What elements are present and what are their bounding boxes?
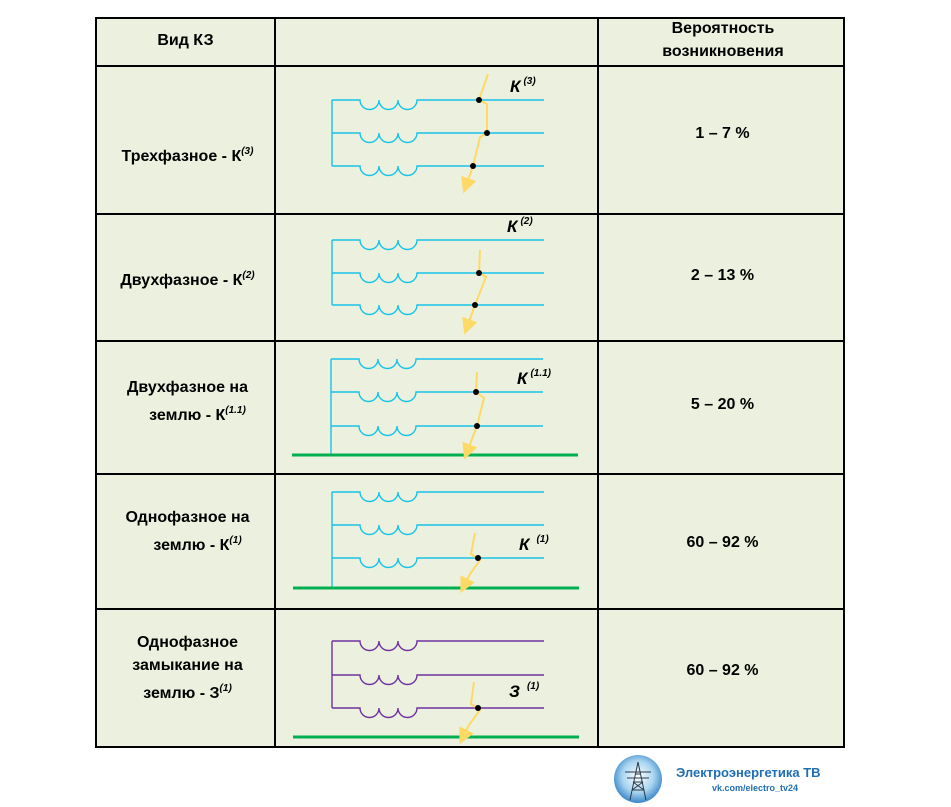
row-type-label: Двухфазное - К(2): [97, 264, 278, 292]
fault-label: К (1.1): [517, 368, 552, 388]
fault-label: К (3): [510, 76, 536, 96]
row-type-label: Трехфазное - К(3): [97, 140, 278, 168]
row-divider: [97, 213, 843, 215]
footer-brand-url: vk.com/electro_tv24: [712, 783, 799, 793]
fault-label: З (1): [509, 681, 540, 701]
type-name-line2: землю - К: [149, 407, 226, 424]
type-name-line2: замыкание на: [132, 657, 243, 674]
diagram-three-phase: [331, 99, 544, 177]
diagram-single-phase-ground: [331, 491, 544, 588]
col-divider: [597, 19, 599, 746]
probability-value: 60 – 92 %: [686, 534, 759, 551]
header-probability-line1: Вероятность: [671, 20, 775, 37]
type-superscript: (1): [219, 683, 232, 694]
type-name: Трехфазное - К: [121, 148, 242, 165]
type-superscript: (1): [229, 535, 242, 546]
type-name-line1: Однофазное на: [125, 509, 250, 526]
fault-point: [473, 389, 479, 395]
row-divider: [97, 65, 843, 67]
type-name-line3: землю - З: [143, 685, 220, 702]
fault-lightning: [462, 249, 488, 335]
type-name-line1: Однофазное: [136, 634, 239, 651]
diagram-single-phase-earth-fault: [331, 640, 544, 719]
diagram-two-phase-ground: [330, 358, 543, 455]
row-divider: [97, 473, 843, 475]
type-superscript: (3): [241, 146, 254, 157]
probability-value: 2 – 13 %: [690, 267, 755, 284]
row-type-label: Однофазное замыкание на землю - З(1): [97, 631, 278, 705]
fault-point: [475, 555, 481, 561]
fault-point: [474, 423, 480, 429]
col-divider: [274, 19, 276, 746]
probability-value: 60 – 92 %: [686, 662, 759, 679]
row-divider: [97, 608, 843, 610]
diagram-two-phase: [331, 239, 544, 316]
fault-point: [476, 270, 482, 276]
short-circuit-table: Вид КЗ Вероятность возникновения Трехфаз…: [95, 17, 845, 748]
fault-lightning: [462, 371, 486, 460]
probability-value: 1 – 7 %: [695, 125, 750, 142]
fault-point: [476, 97, 482, 103]
footer-brand-title: Электроэнергетика ТВ: [676, 765, 821, 780]
type-name-line2: землю - К: [153, 537, 230, 554]
row-type-label: Однофазное на землю - К(1): [97, 506, 278, 557]
type-superscript: (1.1): [225, 405, 246, 416]
header-probability-line2: возникновения: [662, 43, 784, 60]
fault-label: К (2): [507, 216, 533, 236]
fault-label: К (1): [519, 534, 549, 554]
type-name-line1: Двухфазное на: [126, 379, 248, 396]
fault-point: [472, 302, 478, 308]
row-type-label: Двухфазное на землю - К(1.1): [97, 376, 278, 427]
type-superscript: (2): [242, 270, 255, 281]
fault-point: [475, 705, 481, 711]
header-probability: Вероятность возникновения: [599, 17, 847, 63]
fault-point: [484, 130, 490, 136]
fault-point: [470, 163, 476, 169]
probability-value: 5 – 20 %: [690, 396, 755, 413]
row-divider: [97, 340, 843, 342]
type-name: Двухфазное - К: [120, 272, 243, 289]
fault-lightning: [461, 73, 489, 194]
header-type: Вид КЗ: [157, 32, 214, 49]
power-tower-logo-icon: [614, 755, 662, 803]
